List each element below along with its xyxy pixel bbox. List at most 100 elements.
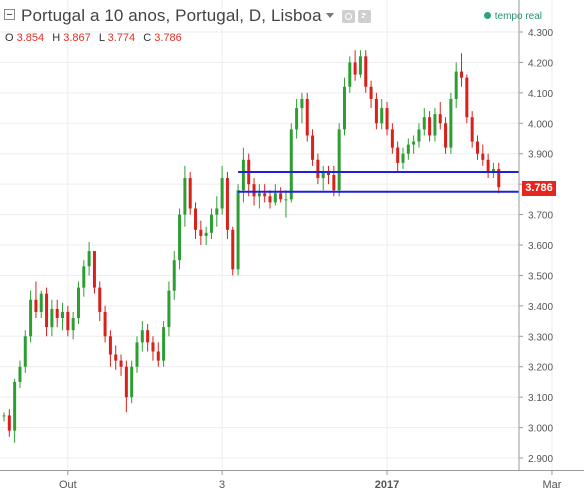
- price-tick-label: 4.000: [528, 119, 553, 130]
- candle: [406, 138, 410, 160]
- candle: [268, 190, 272, 209]
- candle: [449, 92, 453, 154]
- candle-body: [98, 287, 102, 312]
- candle-body: [305, 98, 309, 136]
- candle: [39, 290, 43, 319]
- candle: [199, 220, 203, 245]
- ohlc-low-label: L: [98, 32, 105, 44]
- ohlc-low-value: 3.774: [107, 32, 136, 44]
- candle: [273, 184, 277, 206]
- candle-body: [103, 311, 107, 337]
- candle-body: [364, 56, 368, 87]
- candle-body: [87, 251, 91, 267]
- symbol-title[interactable]: Portugal a 10 anos, Portugal, D, Lisboa: [21, 6, 322, 25]
- price-tick-label: 3.700: [528, 211, 553, 222]
- candle-body: [385, 108, 389, 130]
- candle: [188, 171, 192, 215]
- candle-body: [241, 159, 245, 191]
- chart-header: Portugal a 10 anos, Portugal, D, Lisboa …: [0, 0, 584, 48]
- candle-body: [396, 147, 400, 163]
- candle-body: [263, 193, 267, 197]
- candle-body: [268, 196, 272, 203]
- ohlc-values: O 3.854 H 3.867 L 3.774 C 3.786: [5, 32, 187, 44]
- candlestick-series: [2, 50, 501, 443]
- candle-body: [18, 366, 22, 382]
- candle: [98, 281, 102, 322]
- candle-body: [342, 86, 346, 130]
- candle-body: [337, 129, 341, 191]
- price-tick-label: 3.600: [528, 241, 553, 252]
- candle: [374, 92, 378, 130]
- candle-body: [454, 71, 458, 99]
- candle-body: [151, 342, 155, 352]
- candle-body: [146, 330, 150, 343]
- candle-body: [353, 62, 357, 75]
- candle: [348, 56, 352, 93]
- candle-body: [300, 98, 304, 109]
- candle-body: [412, 141, 416, 145]
- candle-body: [236, 190, 240, 270]
- horizontal-lines[interactable]: [238, 170, 519, 193]
- candle-body: [369, 86, 373, 99]
- candle-body: [422, 117, 426, 130]
- candle: [140, 321, 144, 352]
- candle-body: [135, 342, 139, 367]
- candle: [61, 302, 65, 331]
- candle-body: [332, 175, 336, 191]
- candle: [342, 77, 346, 136]
- candle: [380, 98, 384, 130]
- candle: [300, 92, 304, 124]
- candle: [444, 117, 448, 154]
- chevron-down-icon[interactable]: [326, 13, 334, 18]
- eye-icon[interactable]: [342, 10, 355, 23]
- current-price-badge: 3.786: [522, 181, 556, 196]
- candle: [204, 226, 208, 245]
- price-axis[interactable]: 4.3004.2004.1004.0003.9003.8003.7003.600…: [519, 28, 553, 465]
- candle: [76, 281, 80, 325]
- candle: [353, 50, 357, 81]
- candle-body: [119, 360, 123, 367]
- candle: [295, 98, 299, 139]
- candle: [465, 74, 469, 124]
- candle: [364, 50, 368, 93]
- candle-body: [327, 171, 331, 176]
- candle: [23, 330, 27, 373]
- candle-body: [13, 381, 17, 431]
- candle-body: [172, 260, 176, 291]
- candle: [119, 354, 123, 376]
- candle: [45, 287, 49, 337]
- candle-body: [188, 178, 192, 209]
- collapse-legend-button[interactable]: [4, 9, 15, 20]
- candle: [130, 360, 134, 404]
- time-axis[interactable]: Out32017Mar4: [59, 470, 584, 491]
- candle: [327, 165, 331, 185]
- candle-body: [183, 178, 187, 215]
- candle: [209, 208, 213, 239]
- candle: [108, 330, 112, 367]
- candle-body: [279, 193, 283, 200]
- candle-body: [438, 114, 442, 124]
- candle-body: [82, 266, 86, 288]
- candle-body: [406, 144, 410, 154]
- candle: [103, 305, 107, 343]
- candle-body: [358, 56, 362, 75]
- candle-body: [497, 168, 501, 188]
- candle-body: [199, 229, 203, 236]
- candle: [454, 62, 458, 109]
- price-tick-label: 3.400: [528, 302, 553, 313]
- candle: [50, 299, 54, 337]
- candle: [71, 311, 75, 340]
- candle: [497, 162, 501, 194]
- candle-body: [140, 330, 144, 343]
- candle-body: [289, 129, 293, 200]
- gear-icon[interactable]: [358, 10, 371, 23]
- candle-body: [486, 159, 490, 172]
- candle: [178, 208, 182, 270]
- ohlc-close-label: C: [143, 32, 152, 44]
- candle: [422, 108, 426, 136]
- candle-body: [220, 178, 224, 209]
- candle: [401, 147, 405, 169]
- candle: [337, 123, 341, 197]
- candle: [34, 281, 38, 319]
